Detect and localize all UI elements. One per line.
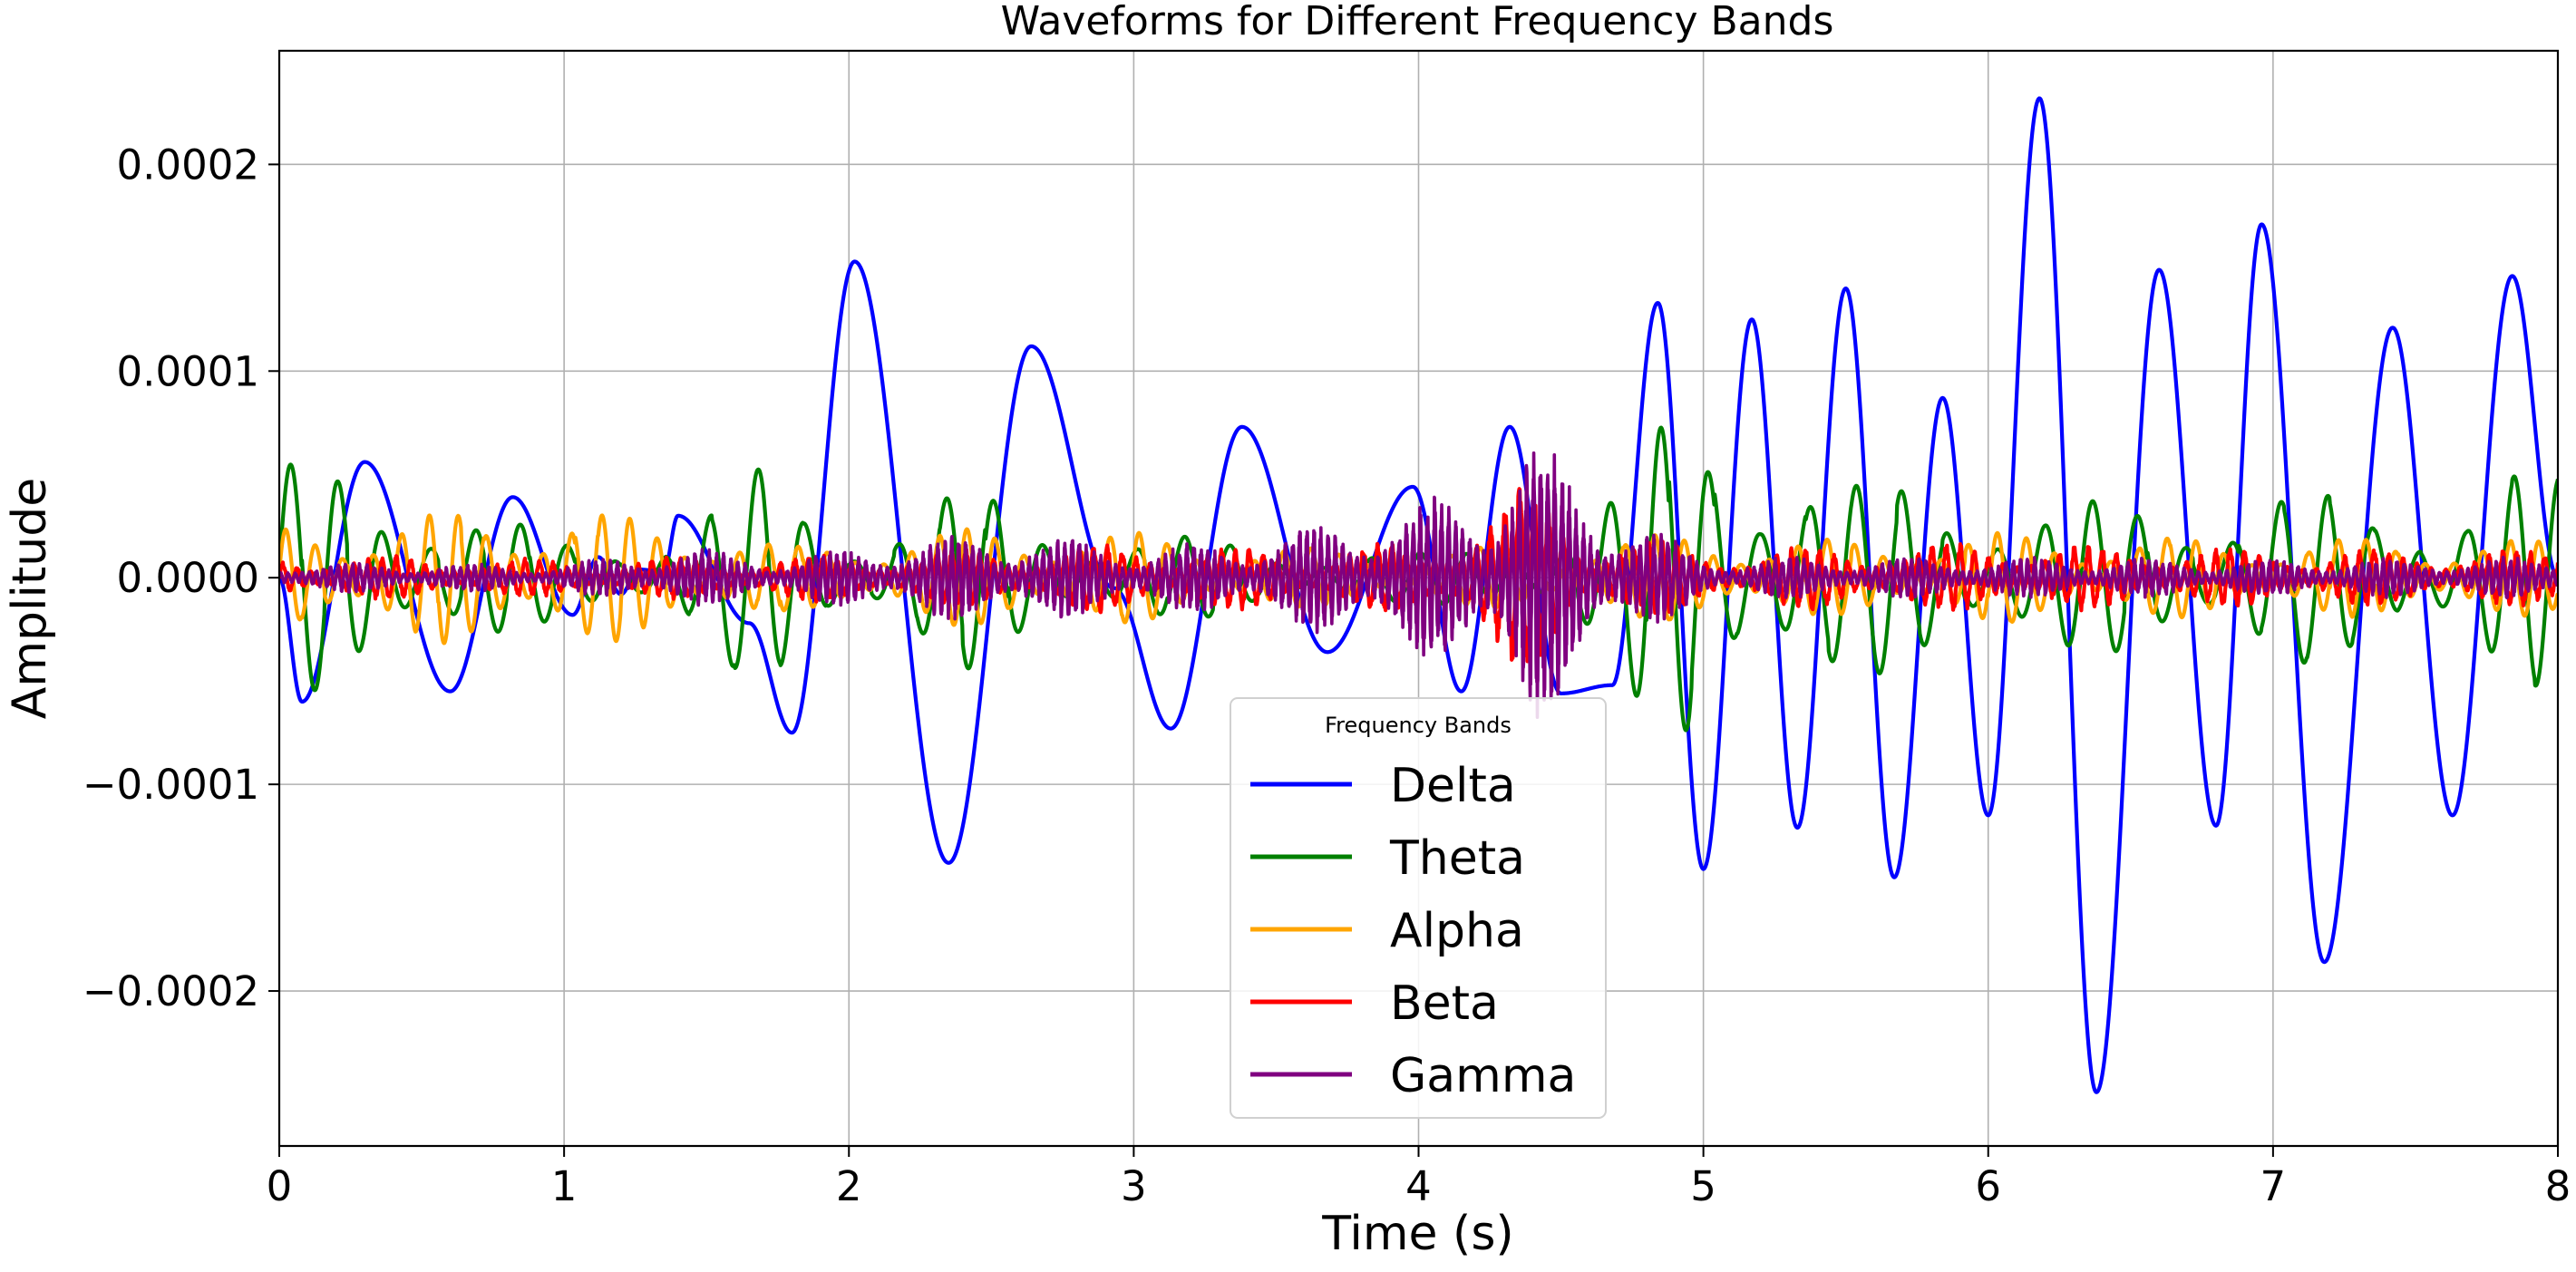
x-tick-label: 4: [1405, 1162, 1432, 1210]
y-tick-label: 0.0000: [117, 554, 259, 602]
x-tick-label: 2: [836, 1162, 862, 1210]
x-tick-label: 0: [267, 1162, 293, 1210]
x-tick-label: 7: [2260, 1162, 2287, 1210]
legend-box: [1230, 697, 1607, 1119]
y-axis-label: Amplitude: [3, 478, 57, 719]
x-tick-label: 1: [551, 1162, 578, 1210]
series-line-gamma: [279, 451, 2558, 720]
y-axis-ticks: −0.0002 −0.0001 0.0000 0.0001 0.0002: [83, 141, 279, 1015]
x-tick-label: 5: [1690, 1162, 1716, 1210]
x-axis-ticks: 0 1 2 3 4 5 6 7 8: [267, 1146, 2571, 1210]
x-axis-label: Time (s): [1321, 1207, 1513, 1261]
series-lines: [279, 96, 2558, 1094]
chart-title: Waveforms for Different Frequency Bands: [1001, 0, 1834, 44]
y-tick-label: −0.0002: [83, 967, 259, 1015]
y-tick-label: 0.0002: [117, 141, 259, 189]
x-tick-label: 8: [2545, 1162, 2571, 1210]
legend-label-beta: Beta: [1390, 976, 1499, 1031]
legend-label-alpha: Alpha: [1390, 904, 1524, 958]
legend-label-delta: Delta: [1390, 759, 1516, 813]
y-tick-label: 0.0001: [117, 347, 259, 395]
legend-title: Frequency Bands: [1325, 713, 1512, 738]
y-tick-label: −0.0001: [83, 761, 259, 809]
legend: Frequency Bands Delta Theta Alpha Beta Gamma: [1230, 697, 1607, 1119]
x-tick-label: 3: [1121, 1162, 1147, 1210]
legend-label-gamma: Gamma: [1390, 1049, 1576, 1103]
x-tick-label: 6: [1975, 1162, 2001, 1210]
legend-label-theta: Theta: [1389, 831, 1525, 886]
